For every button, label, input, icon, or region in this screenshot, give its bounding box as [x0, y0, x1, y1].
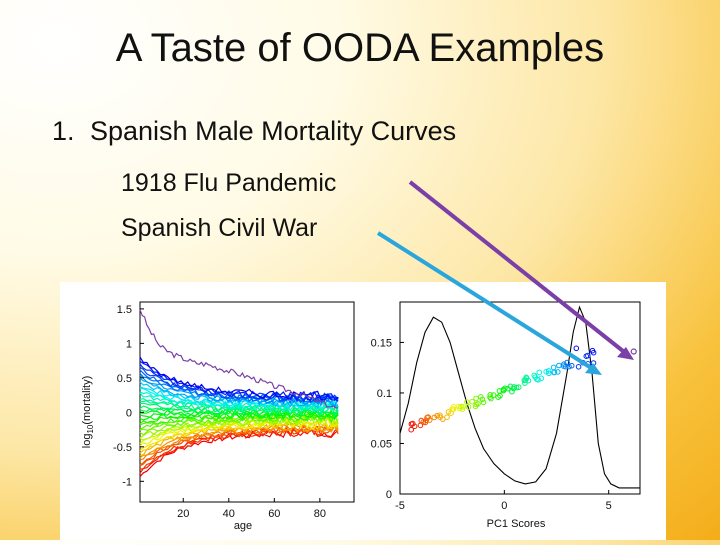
mortality-curve — [139, 363, 339, 403]
pc1-score-point — [465, 404, 472, 410]
y-tick-label: 0.5 — [117, 373, 132, 385]
y-tick-label: 0.1 — [377, 388, 392, 400]
x-axis-label: PC1 Scores — [487, 518, 546, 530]
x-tick-label: 40 — [223, 508, 235, 520]
pc1-score-point — [469, 398, 475, 405]
pc1-score-point — [458, 403, 464, 410]
pc1-score-point — [525, 377, 532, 384]
pc1-score-point — [488, 395, 494, 402]
pc1-score-point — [426, 417, 433, 423]
pc1-score-point — [573, 345, 580, 352]
x-axis-label: age — [234, 520, 252, 532]
x-tick-label: -5 — [395, 500, 405, 512]
pc1-score-point — [480, 399, 487, 406]
pc1-score-point — [590, 360, 597, 366]
y-tick-label: 0 — [386, 489, 392, 501]
y-axis-label: log10(mortality) — [81, 376, 95, 448]
pc1-score-point — [479, 396, 486, 403]
flu-outlier-point — [630, 348, 637, 355]
pc1-score-point — [575, 364, 582, 370]
mortality-curves-plot: log10(mortality) -1-0.500.511.520 40 60 80 … — [81, 301, 355, 532]
density-curve — [399, 305, 640, 489]
mortality-curve — [139, 374, 339, 408]
slide-title: A Taste of OODA Examples — [115, 26, 605, 70]
y-tick-label: -1 — [122, 476, 132, 488]
plot-frame — [139, 301, 355, 503]
pc1-score-point — [502, 385, 508, 392]
pc1-scores-plot: 00.050.10.15-5 0 5 PC1 Scores — [371, 301, 641, 530]
y-tick-label: 0.05 — [371, 438, 392, 450]
pc1-score-point — [408, 426, 415, 433]
y-axis-label-sub: 10 — [86, 424, 95, 433]
y-tick-label: 0 — [126, 407, 132, 419]
pc1-score-point — [515, 384, 522, 390]
pc1-score-point — [536, 369, 543, 376]
figure: log10(mortality) -1 -0.5 0 0.5 1 1.5 20 40 60 80 … — [60, 282, 666, 540]
list-item-1: 1. Spanish Male Mortality Curves — [52, 116, 456, 147]
pc1-score-point — [585, 361, 591, 367]
outlier-curve — [139, 309, 339, 409]
pc1-score-point — [490, 392, 497, 398]
y-axis-label-base: log — [81, 434, 93, 449]
y-axis-label-rest: (mortality) — [81, 376, 93, 425]
mortality-curve — [139, 405, 339, 416]
pc1-score-point — [473, 395, 479, 402]
pc1-score-point — [580, 359, 586, 366]
x-tick-label: 80 — [314, 508, 326, 520]
pc1-score-point — [464, 399, 470, 405]
pc1-score-point — [556, 362, 562, 369]
x-tick-label: 60 — [268, 508, 280, 520]
pc1-score-point — [550, 364, 557, 371]
x-tick-label: 20 — [177, 508, 189, 520]
pc1-score-point — [450, 406, 457, 412]
y-tick-label: 1 — [126, 338, 132, 350]
pc1-score-point — [460, 404, 466, 410]
mortality-curve — [139, 408, 339, 419]
pc1-score-point — [535, 377, 542, 383]
pc1-score-point — [425, 414, 432, 420]
mortality-curve — [139, 417, 339, 447]
y-tick-label: 1.5 — [117, 304, 132, 316]
x-tick-label: 0 — [501, 500, 507, 512]
pc1-score-point — [497, 392, 503, 399]
pc1-score-point — [411, 423, 418, 430]
figure-svg: log10(mortality) -1-0.500.511.520 40 60 80 … — [81, 301, 641, 532]
pc1-score-point — [513, 384, 520, 391]
pc1-score-point — [437, 412, 443, 419]
plot-frame — [399, 301, 641, 495]
mortality-curve — [139, 369, 339, 405]
y-tick-label: 0.15 — [371, 337, 392, 349]
sub-item-civil-war: Spanish Civil War — [121, 214, 318, 242]
mortality-curve — [139, 413, 339, 431]
pc1-score-point — [444, 414, 450, 420]
pc1-score-point — [434, 412, 441, 419]
mortality-curve — [139, 405, 339, 419]
mortality-curve — [139, 372, 339, 405]
x-tick-label: 5 — [606, 500, 612, 512]
pc1-score-point — [487, 392, 494, 398]
sub-item-flu-pandemic: 1918 Flu Pandemic — [121, 169, 337, 197]
y-tick-label: -0.5 — [113, 442, 132, 454]
pc1-score-point — [431, 414, 438, 421]
list-item-number: 1. — [52, 116, 75, 146]
list-item-text: Spanish Male Mortality Curves — [90, 116, 457, 146]
pc1-score-point — [538, 375, 545, 382]
pc1-score-point — [475, 401, 481, 407]
